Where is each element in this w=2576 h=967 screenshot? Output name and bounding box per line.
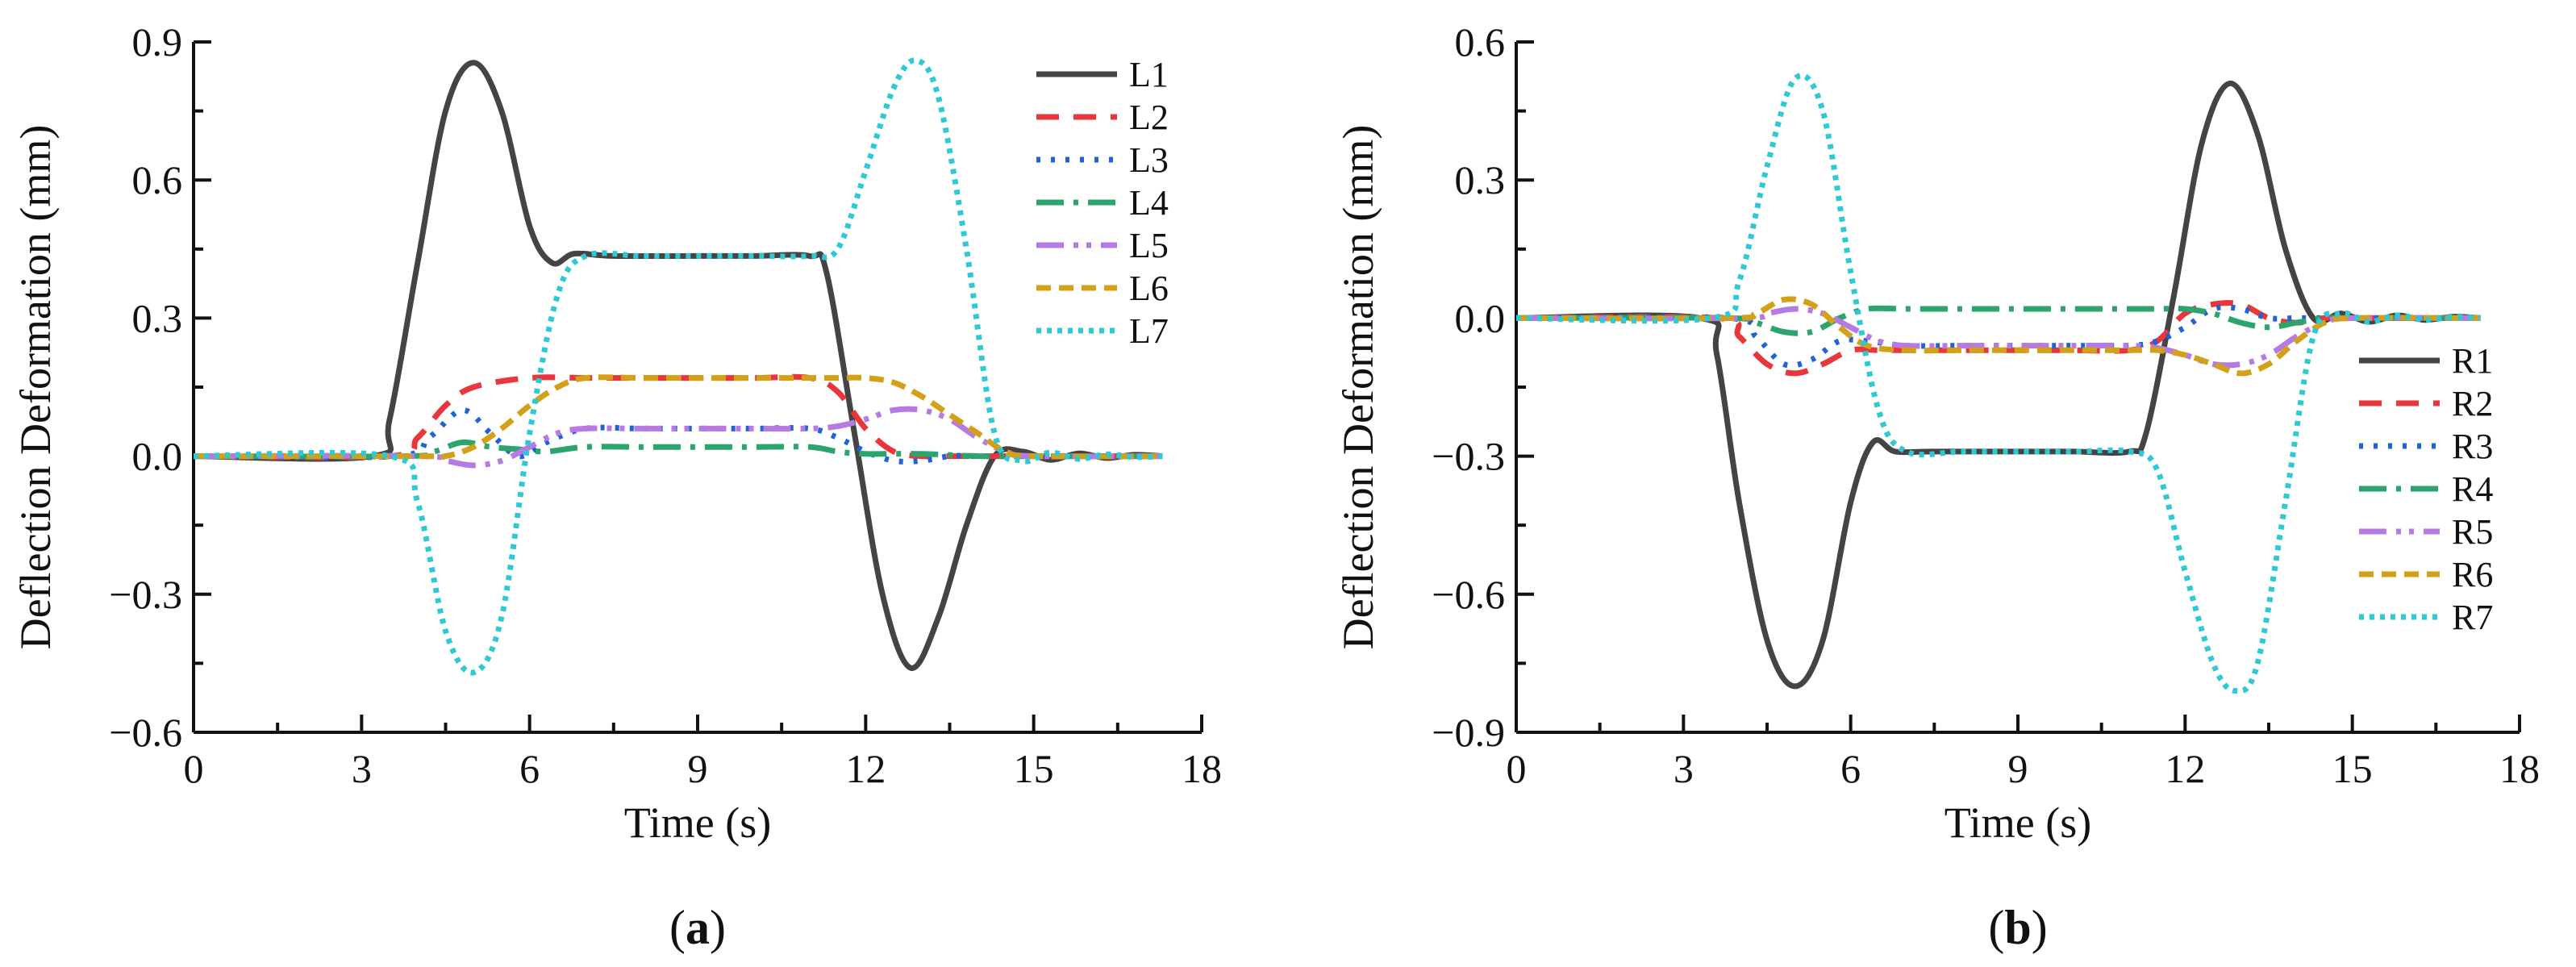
- panel-a-x-tick-label: 12: [845, 746, 886, 791]
- panel-a-legend-label-l7: L7: [1129, 311, 1169, 351]
- panel-b-y-tick-label: −0.3: [1432, 434, 1505, 479]
- panel-a-x-tick-label: 0: [184, 746, 204, 791]
- panel-a-x-tick-label: 15: [1014, 746, 1054, 791]
- panel-b-legend-label-r7: R7: [2452, 598, 2493, 637]
- panel-a-series-l4: [193, 439, 1163, 460]
- panel-b-x-axis-title: Time (s): [1945, 798, 2092, 847]
- panel-a-legend-label-l1: L1: [1129, 55, 1169, 94]
- panel-b-label: (b): [1988, 901, 2047, 954]
- panel-b-legend-label-r1: R1: [2452, 341, 2493, 381]
- panel-a-x-axis-title: Time (s): [624, 798, 772, 847]
- panel-b-y-tick-label: 0.0: [1455, 295, 1506, 340]
- panel-b-y-axis-title: Deflection Deformation (mm): [1334, 125, 1382, 650]
- panel-a-x-tick-label: 3: [352, 746, 372, 791]
- panel-a-series-l6: [193, 374, 1163, 460]
- panel-a-legend-label-l5: L5: [1129, 226, 1169, 265]
- panel-a-label: (a): [669, 901, 726, 954]
- panel-a-series-l1: [193, 60, 1163, 671]
- panel-a-y-axis-title: Deflection Deformation (mm): [11, 125, 60, 650]
- panel-b-series-r6: [1515, 296, 2481, 377]
- panel-b-series-r5: [1515, 306, 2481, 369]
- panel-b-x-tick-label: 12: [2165, 746, 2205, 791]
- panel-a-y-tick-label: 0.6: [132, 157, 183, 202]
- panel-b-x-tick-label: 9: [2008, 746, 2028, 791]
- panel-b-y-tick-label: 0.6: [1455, 19, 1506, 65]
- panel-a-legend-label-l2: L2: [1129, 98, 1169, 137]
- panel-b-x-tick-label: 3: [1674, 746, 1694, 791]
- panel-b-legend-label-r2: R2: [2452, 384, 2493, 423]
- panel-b-x-tick-label: 0: [1507, 746, 1527, 791]
- panel-a-legend-label-l6: L6: [1129, 269, 1169, 308]
- panel-a-y-tick-label: 0.9: [132, 19, 183, 65]
- panel-a-x-tick-label: 9: [688, 746, 708, 791]
- panel-b-legend-label-r5: R5: [2452, 512, 2493, 552]
- panel-b-legend-label-r6: R6: [2452, 555, 2493, 594]
- panel-a-y-tick-label: −0.3: [109, 572, 182, 617]
- panel-a-y-tick-label: −0.6: [109, 710, 182, 755]
- panel-a-y-tick-label: 0.0: [132, 434, 183, 479]
- panel-b-x-tick-label: 18: [2499, 746, 2540, 791]
- panel-a-series-l5: [193, 406, 1163, 469]
- panel-b-series-r3: [1515, 304, 2481, 369]
- panel-b-legend-label-r4: R4: [2452, 469, 2493, 509]
- panel-b-y-tick-label: 0.3: [1455, 157, 1506, 202]
- panel-b-y-tick-label: −0.9: [1432, 710, 1505, 755]
- panel-a-legend-label-l4: L4: [1129, 183, 1169, 223]
- panel-b-x-tick-label: 15: [2332, 746, 2373, 791]
- panel-a-legend-label-l3: L3: [1129, 140, 1169, 180]
- panel-b-x-tick-label: 6: [1840, 746, 1861, 791]
- panel-b-y-tick-label: −0.6: [1432, 572, 1505, 617]
- panel-b-series-r4: [1515, 305, 2481, 336]
- panel-a-x-tick-label: 18: [1182, 746, 1222, 791]
- panel-b-legend-label-r3: R3: [2452, 427, 2493, 466]
- panel-a-y-tick-label: 0.3: [132, 295, 183, 340]
- panel-a: 0 3 6 9 12 15 18 −0.6 −0.3 0.0 0.3 0.6 0.9 Time (s) De…: [11, 19, 1222, 954]
- panel-a-x-tick-label: 6: [519, 746, 540, 791]
- panel-b-series-r7: [1515, 73, 2481, 694]
- panel-b: 0 3 6 9 12 15 18 −0.9 −0.6 −0.3 0.0 0.3 0.6 Time (s) D…: [1334, 19, 2540, 954]
